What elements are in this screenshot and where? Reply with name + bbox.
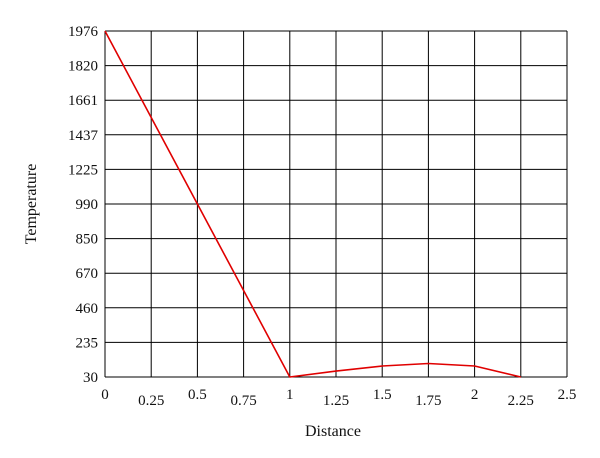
- y-tick-label: 235: [76, 335, 99, 351]
- x-tick-label: 1.5: [373, 387, 392, 403]
- y-tick-label: 1976: [68, 24, 99, 40]
- y-tick-label: 1225: [68, 162, 98, 178]
- x-tick-label: 1.25: [323, 393, 349, 409]
- series-lines: [104, 30, 521, 378]
- y-tick-label: 1661: [68, 93, 98, 109]
- y-tick-label: 990: [76, 197, 99, 213]
- x-tick-label: 0.25: [138, 393, 164, 409]
- y-axis-title: Temperature: [23, 164, 40, 245]
- series-line: [104, 30, 521, 378]
- x-tick-label: 0: [101, 387, 109, 403]
- y-tick-label: 670: [76, 266, 99, 282]
- y-tick-label: 1437: [68, 128, 99, 144]
- x-tick-label: 2.25: [508, 393, 534, 409]
- grid-lines: [104, 30, 568, 378]
- y-tick-label: 30: [83, 370, 98, 386]
- x-tick-label: 2: [471, 387, 479, 403]
- x-axis-title: Distance: [305, 423, 361, 440]
- x-tick-label: 1: [286, 387, 294, 403]
- x-tick-label: 2.5: [558, 387, 577, 403]
- y-tick-labels: 1976 1820 1661 1437 1225 990 850 670 460 235 30: [68, 24, 99, 386]
- x-tick-label: 0.75: [230, 393, 256, 409]
- x-tick-labels: 0 0.25 0.5 0.75 1 1.25 1.5 1.75 2 2.25 2.5: [101, 387, 576, 409]
- y-tick-label: 1820: [68, 59, 98, 75]
- y-tick-label: 850: [76, 232, 99, 248]
- y-tick-label: 460: [76, 301, 99, 317]
- x-tick-label: 1.75: [415, 393, 441, 409]
- x-tick-label: 0.5: [188, 387, 207, 403]
